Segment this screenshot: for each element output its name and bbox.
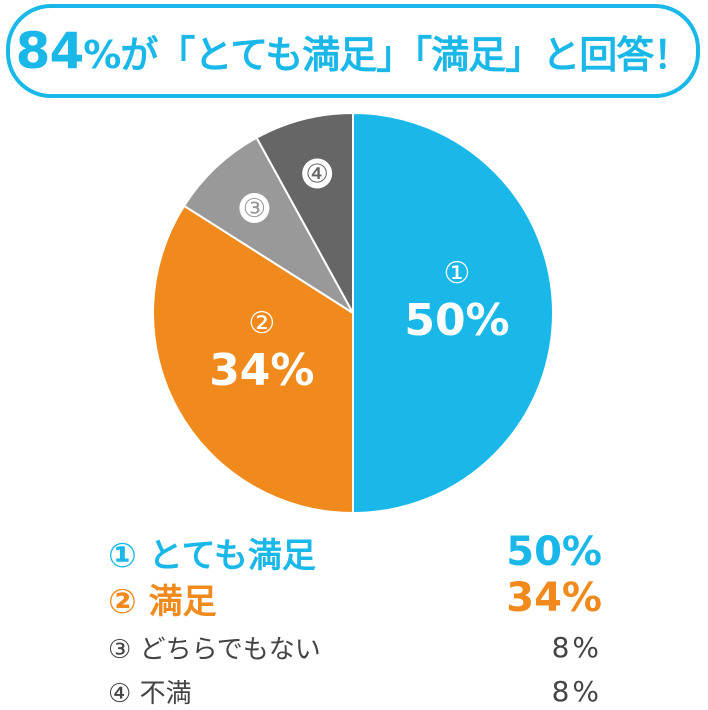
legend-text-3: どちらでもない [139, 634, 321, 665]
legend-label-satisfied: ② 満足 [108, 574, 217, 623]
legend-text-2: 満足 [148, 581, 217, 622]
pie-marker-neutral: ③ [243, 194, 266, 224]
legend-label-neutral: ③ どちらでもない [108, 629, 321, 666]
pie-slice-dissatisfied [255, 111, 354, 314]
pie-value-satisfied: 34% [209, 345, 314, 396]
legend-label-dissatisfied: ④ 不満 [108, 673, 192, 710]
pie-marker-dissatisfied: ④ [306, 160, 329, 190]
pie-value-very-satisfied: 50% [404, 295, 509, 346]
pie-marker-bg-neutral [239, 193, 270, 224]
legend-value-dissatisfied: 8% [551, 674, 602, 708]
legend-marker-1: ① [108, 535, 137, 576]
legend-row-dissatisfied: ④ 不満 8% [108, 672, 602, 710]
legend-label-very-satisfied: ① とても満足 [108, 528, 316, 577]
legend-marker-2: ② [108, 581, 137, 622]
pie-slice-very-satisfied [352, 111, 554, 515]
legend-row-neutral: ③ どちらでもない 8% [108, 628, 602, 666]
pie-marker-satisfied: ② [248, 306, 275, 341]
pie-marker-very-satisfied: ① [444, 256, 471, 291]
title-banner: 84%が「とても満足」「満足」と回答！ [6, 4, 700, 98]
title-number: 84 [15, 22, 85, 80]
pie-slice-satisfied [152, 204, 354, 515]
legend-value-neutral: 8% [551, 630, 602, 664]
pie-marker-bg-dissatisfied [302, 158, 333, 189]
legend-value-satisfied: 34% [506, 575, 602, 621]
pie-slices [152, 111, 554, 515]
title-rest: %が「とても満足」「満足」と回答！ [83, 33, 691, 77]
chart-title: 84%が「とても満足」「満足」と回答！ [15, 22, 692, 80]
legend-text-4: 不満 [139, 678, 192, 709]
legend-text-1: とても満足 [148, 535, 316, 576]
legend-marker-4: ④ [108, 678, 132, 709]
pie-slice-neutral [182, 136, 354, 314]
legend-row-very-satisfied: ① とても満足 50% [108, 528, 602, 577]
legend-row-satisfied: ② 満足 34% [108, 574, 602, 623]
legend-value-very-satisfied: 50% [506, 529, 602, 575]
legend-marker-3: ③ [108, 634, 132, 665]
pie-labels: ① 50% ② 34% ③ ④ [209, 158, 510, 396]
